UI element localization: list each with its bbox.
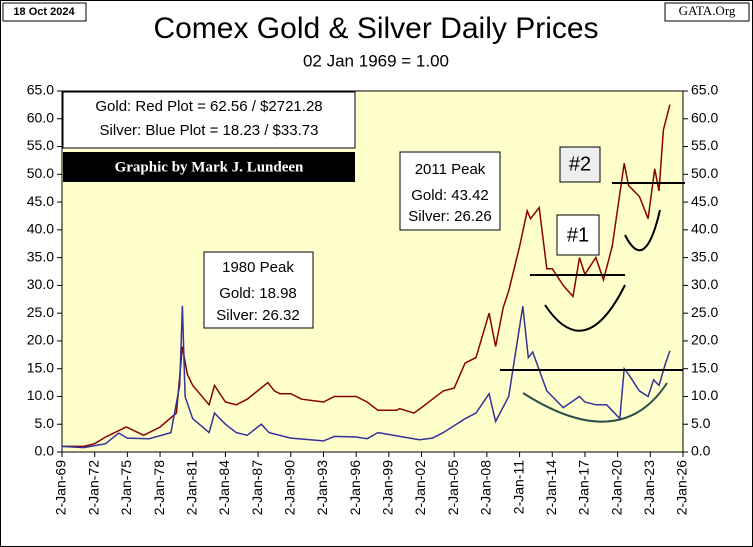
- x-tick-label: 2-Jan-26: [674, 460, 690, 515]
- peak-gold: Gold: 43.42: [411, 187, 489, 204]
- source: GATA.Org: [679, 3, 736, 18]
- legend-gold: Gold: Red Plot = 62.56 / $2721.28: [95, 98, 322, 115]
- y2-tick-label: 60.0: [691, 109, 718, 125]
- x-tick-label: 2-Jan-99: [380, 460, 396, 515]
- y2-tick-label: 35.0: [691, 248, 718, 264]
- x-tick-label: 2-Jan-84: [216, 460, 232, 515]
- x-tick-label: 2-Jan-90: [281, 460, 297, 515]
- x-tick-label: 2-Jan-11: [510, 460, 526, 514]
- series-line: [62, 104, 671, 448]
- x-tick-label: 2-Jan-20: [608, 460, 624, 515]
- subtitle: 02 Jan 1969 = 1.00: [303, 51, 449, 70]
- y2-tick-label: 55.0: [691, 137, 718, 153]
- y2-tick-label: 20.0: [691, 332, 718, 348]
- marker-box: [559, 146, 601, 183]
- x-tick-label: 2-Jan-96: [347, 460, 363, 515]
- x-tick-label: 2-Jan-69: [53, 460, 69, 515]
- x-tick-label: 2-Jan-05: [445, 460, 461, 515]
- y-tick-label: 20.0: [27, 332, 54, 348]
- y2-tick-label: 5.0: [691, 415, 711, 431]
- y-tick-label: 30.0: [27, 276, 54, 292]
- chart-title: Comex Gold & Silver Daily Prices: [153, 12, 598, 45]
- y2-tick-label: 45.0: [691, 193, 718, 209]
- x-tick-label: 2-Jan-72: [85, 460, 101, 515]
- cup-curve: [624, 209, 661, 252]
- y2-tick-label: 15.0: [691, 359, 718, 375]
- credit: Graphic by Mark J. Lundeen: [115, 159, 304, 175]
- credit-banner: [63, 152, 355, 182]
- peak-title: 1980 Peak: [222, 259, 294, 276]
- y2-tick-label: 0.0: [691, 443, 711, 459]
- marker-1: #1: [567, 224, 589, 246]
- x-tick-label: 2-Jan-14: [543, 460, 559, 515]
- y-tick-label: 5.0: [35, 415, 55, 431]
- legend-silver: Silver: Blue Plot = 18.23 / $33.73: [100, 122, 319, 139]
- y2-tick-label: 25.0: [691, 304, 718, 320]
- peak-box: [203, 251, 314, 329]
- x-tick-label: 2-Jan-78: [151, 460, 167, 515]
- date-label: 18 Oct 2024: [13, 6, 75, 18]
- x-tick-label: 2-Jan-81: [183, 460, 199, 515]
- x-tick-label: 2-Jan-08: [478, 460, 494, 515]
- y-tick-label: 40.0: [27, 221, 54, 237]
- y2-tick-label: 30.0: [691, 276, 718, 292]
- legend-box: [62, 91, 356, 149]
- marker-2: #2: [569, 153, 591, 175]
- y-tick-label: 10.0: [27, 387, 54, 403]
- y-tick-label: 50.0: [27, 165, 54, 181]
- y2-tick-label: 65.0: [691, 82, 718, 98]
- y-tick-label: 0.0: [35, 443, 55, 459]
- x-tick-label: 2-Jan-17: [576, 460, 592, 515]
- x-tick-label: 2-Jan-02: [412, 460, 428, 515]
- x-tick-label: 2-Jan-23: [641, 460, 657, 515]
- x-tick-label: 2-Jan-75: [118, 460, 134, 515]
- y-tick-label: 55.0: [27, 137, 54, 153]
- peak-box: [399, 151, 501, 231]
- y2-tick-label: 10.0: [691, 387, 718, 403]
- cup-curve: [544, 284, 626, 332]
- y-tick-label: 15.0: [27, 359, 54, 375]
- cup-curve: [522, 382, 668, 423]
- y-tick-label: 35.0: [27, 248, 54, 264]
- y-tick-label: 25.0: [27, 304, 54, 320]
- series-line: [61, 305, 671, 449]
- x-tick-label: 2-Jan-93: [314, 460, 330, 515]
- y2-tick-label: 40.0: [691, 221, 718, 237]
- y-tick-label: 45.0: [27, 193, 54, 209]
- y2-tick-label: 50.0: [691, 165, 718, 181]
- peak-silver: Silver: 26.32: [216, 307, 299, 324]
- peak-silver: Silver: 26.26: [408, 208, 491, 225]
- peak-title: 2011 Peak: [415, 161, 486, 178]
- peak-gold: Gold: 18.98: [219, 285, 297, 302]
- x-tick-label: 2-Jan-87: [249, 460, 265, 515]
- y-tick-label: 65.0: [27, 82, 54, 98]
- y-tick-label: 60.0: [27, 109, 54, 125]
- source-box: [664, 2, 750, 22]
- marker-box: [556, 214, 600, 256]
- date-box: [2, 2, 87, 22]
